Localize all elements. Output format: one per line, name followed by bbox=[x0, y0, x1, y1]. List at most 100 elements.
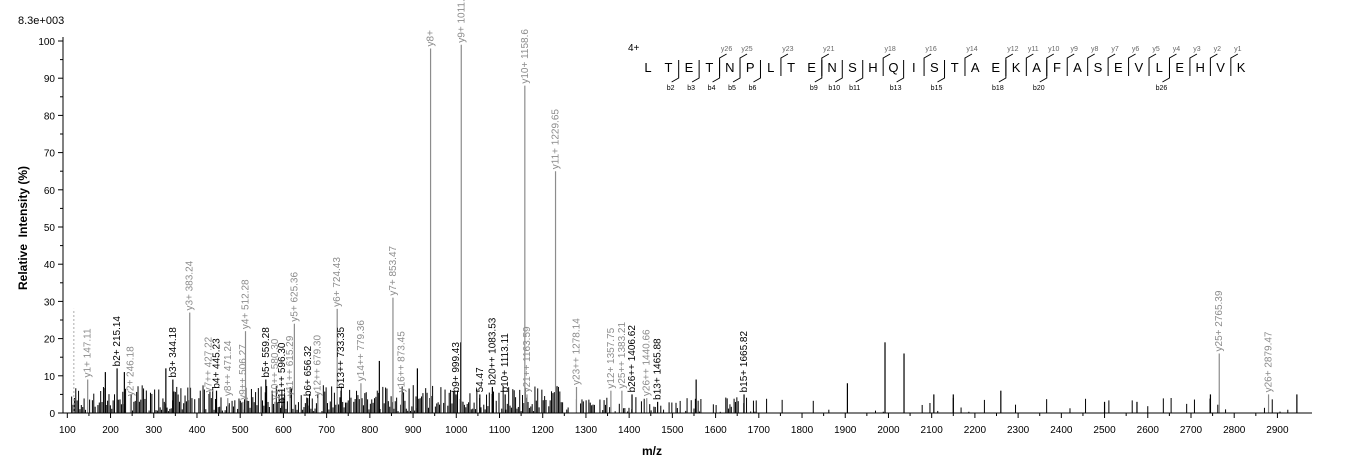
y-ion-bracket bbox=[1066, 53, 1075, 76]
x-tick-label: 1700 bbox=[748, 425, 771, 436]
b-ion-label: b26 bbox=[1156, 85, 1168, 92]
sequence-residue: P bbox=[746, 60, 755, 75]
sequence-residue: A bbox=[971, 60, 980, 75]
sequence-residue: S bbox=[848, 60, 857, 75]
y-max-intensity-label: 8.3e+003 bbox=[18, 15, 64, 27]
y-ion-bracket bbox=[923, 53, 932, 76]
charge-state-label: 4+ bbox=[628, 43, 640, 54]
peak-label: b5+ 559.28 bbox=[261, 327, 272, 378]
y-ion-bracket bbox=[1128, 53, 1136, 76]
y-ion-bracket bbox=[1189, 53, 1198, 76]
peak-label: b4+ 445.23 bbox=[212, 338, 223, 389]
x-tick-label: 2000 bbox=[877, 425, 900, 436]
x-tick-label: 2500 bbox=[1093, 425, 1116, 436]
y-tick-label: 60 bbox=[44, 186, 56, 197]
sequence-residue: A bbox=[1073, 60, 1082, 75]
x-tick-label: 1000 bbox=[445, 425, 468, 436]
peak-label: y9++ 506.27 bbox=[238, 344, 249, 400]
y-tick-label: 40 bbox=[44, 260, 56, 271]
x-axis-ticks: 100 200 300 400 500 600 700 800 900 1000 1100 1200 1… bbox=[59, 413, 1289, 436]
y-tick-label: 100 bbox=[38, 37, 55, 48]
y-ion-bracket bbox=[1209, 53, 1218, 76]
sequence-residue: N bbox=[725, 60, 734, 75]
b-ion-label: b18 bbox=[992, 85, 1004, 92]
y-ion-bracket bbox=[780, 53, 789, 76]
sequence-residue: T bbox=[705, 60, 713, 75]
peak-label: 54.47 bbox=[475, 367, 486, 392]
peak-label: y6+ 724.43 bbox=[332, 257, 343, 307]
b-ion-label: b2 bbox=[667, 85, 675, 92]
y-ion-bracket bbox=[1025, 53, 1034, 76]
peak-label: y23++ 1278.14 bbox=[571, 318, 582, 385]
y-ion-label: y2 bbox=[1214, 46, 1222, 53]
sequence-residue: E bbox=[1175, 60, 1184, 75]
peak-label: y9+ 1011.5 bbox=[456, 0, 467, 43]
peak-label: y5+ 625.36 bbox=[289, 272, 300, 322]
noise-peaks bbox=[71, 342, 1298, 413]
b-ion-bracket bbox=[671, 60, 680, 83]
x-tick-label: 2300 bbox=[1007, 425, 1030, 436]
x-tick-label: 2400 bbox=[1050, 425, 1073, 436]
y-tick-label: 0 bbox=[49, 409, 55, 420]
x-tick-label: 1800 bbox=[791, 425, 814, 436]
peak-label: b10+ 1113.11 bbox=[500, 333, 511, 393]
x-tick-label: 1900 bbox=[834, 425, 857, 436]
y-axis-ticks: 0 10 20 30 40 50 60 70 80 90 100 bbox=[38, 37, 63, 420]
y-tick-label: 80 bbox=[44, 111, 56, 122]
peak-label: y25+ 2765.39 bbox=[1214, 290, 1225, 351]
y-tick-label: 30 bbox=[44, 297, 56, 308]
peak-label: b2+ 215.14 bbox=[112, 316, 123, 367]
x-tick-label: 500 bbox=[232, 425, 249, 436]
y-ion-label: y9 bbox=[1071, 46, 1079, 53]
x-tick-label: 1500 bbox=[661, 425, 684, 436]
peak-label: b13++ 733.35 bbox=[336, 327, 347, 389]
peak-label: y12++ 679.30 bbox=[313, 335, 324, 397]
y-ion-label: y14 bbox=[966, 46, 977, 53]
y-ion-label: y26 bbox=[721, 46, 732, 53]
x-tick-label: 1400 bbox=[618, 425, 641, 436]
y-ion-label: y21 bbox=[823, 46, 834, 53]
y-ion-bracket bbox=[1005, 53, 1014, 76]
y-ion-bracket bbox=[1148, 53, 1157, 76]
sequence-residue: F bbox=[1053, 60, 1061, 75]
sequence-residue: A bbox=[1032, 60, 1041, 75]
sequence-residue: V bbox=[1134, 60, 1143, 75]
y-ion-bracket bbox=[1230, 53, 1239, 76]
y-ion-label: y23 bbox=[782, 46, 793, 53]
sequence-residue: T bbox=[951, 60, 959, 75]
peak-label: b20++ 1083.53 bbox=[487, 317, 498, 385]
peak-label: y14++ 779.36 bbox=[356, 320, 367, 382]
sequence-residue: H bbox=[1195, 60, 1204, 75]
y-ion-label: y1 bbox=[1234, 46, 1242, 53]
y-tick-label: 90 bbox=[44, 74, 56, 85]
b-ion-bracket bbox=[855, 60, 864, 83]
x-tick-label: 1100 bbox=[489, 425, 511, 436]
y-tick-label: 70 bbox=[44, 149, 56, 160]
y-axis-title: Relative Intensity (%) bbox=[16, 166, 30, 290]
peak-label: b3+ 344.18 bbox=[168, 327, 179, 378]
b-ion-bracket bbox=[753, 60, 761, 83]
b-ion-label: b3 bbox=[687, 85, 695, 92]
peak-label: y4+ 512.28 bbox=[241, 279, 252, 329]
peak-label: y7++ 427.22 bbox=[204, 336, 215, 392]
peak-label: y7+ 853.47 bbox=[388, 245, 399, 295]
b-ion-label: b4 bbox=[708, 85, 716, 92]
sequence-residue: S bbox=[930, 60, 939, 75]
x-tick-label: 700 bbox=[318, 425, 335, 436]
peak-label: y25++ 1383.21 bbox=[617, 322, 628, 389]
y-tick-label: 20 bbox=[44, 335, 56, 346]
sequence-residue: L bbox=[767, 60, 774, 75]
x-tick-label: 900 bbox=[405, 425, 422, 436]
x-tick-label: 100 bbox=[59, 425, 76, 436]
sequence-residue: N bbox=[827, 60, 836, 75]
y-ion-bracket bbox=[1168, 53, 1177, 76]
peak-label: b26++ 1406.62 bbox=[627, 325, 638, 393]
b-ion-label: b13 bbox=[890, 85, 902, 92]
y-ion-label: y10 bbox=[1048, 46, 1059, 53]
b-ion-bracket bbox=[691, 60, 700, 83]
peak-label: y8++ 471.24 bbox=[223, 340, 234, 396]
y-ion-bracket bbox=[739, 53, 748, 76]
peak-label: b15+ 1665.82 bbox=[739, 331, 750, 393]
